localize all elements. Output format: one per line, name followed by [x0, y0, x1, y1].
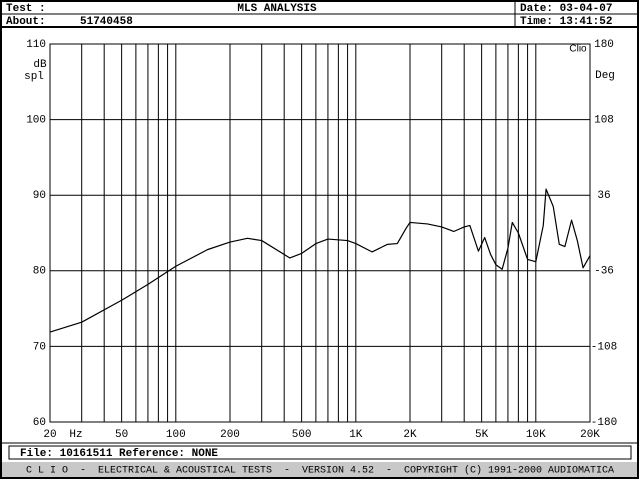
y2-tick-label: 180 [594, 39, 614, 51]
y-label: dB [33, 59, 47, 71]
banner: C L I O - ELECTRICAL & ACOUSTICAL TESTS … [26, 465, 614, 477]
about-label: About: [6, 16, 46, 28]
banner-bar [2, 462, 637, 477]
x-tick-label: 10K [526, 429, 546, 441]
y-tick-label: 100 [26, 115, 46, 127]
x-tick-label: 200 [220, 429, 240, 441]
y2-tick-label: -36 [594, 266, 614, 278]
y-tick-label: 90 [33, 190, 46, 202]
y-tick-label: 70 [33, 341, 46, 353]
x-tick-label: 2K [403, 429, 417, 441]
title: MLS ANALYSIS [237, 3, 317, 15]
x-tick-label: 20 [43, 429, 56, 441]
response-curve [49, 188, 591, 333]
x-unit: Hz [69, 429, 82, 441]
x-tick-label: 500 [292, 429, 312, 441]
time: Time: 13:41:52 [520, 16, 612, 28]
file-box [8, 445, 632, 460]
x-tick-label: 5K [475, 429, 489, 441]
x-tick-label: 50 [115, 429, 128, 441]
y2-tick-label: 108 [594, 115, 614, 127]
y2-tick-label: 36 [597, 190, 610, 202]
x-tick-label: 1K [349, 429, 363, 441]
watermark: Clio [569, 44, 587, 55]
test-label: Test : [6, 3, 46, 15]
y-tick-label: 80 [33, 266, 46, 278]
x-tick-label: 20K [580, 429, 600, 441]
y-label: spl [24, 71, 44, 83]
y2-tick-label: -180 [591, 417, 617, 429]
x-tick-label: 100 [166, 429, 186, 441]
y-tick-label: 110 [26, 39, 46, 51]
date: Date: 03-04-07 [520, 3, 612, 15]
file-info: File: 10161511 Reference: NONE [20, 448, 218, 460]
y2-tick-label: -108 [591, 341, 617, 353]
y2-label: Deg [595, 70, 615, 82]
about-value: 51740458 [80, 16, 133, 28]
y-tick-label: 60 [33, 417, 46, 429]
